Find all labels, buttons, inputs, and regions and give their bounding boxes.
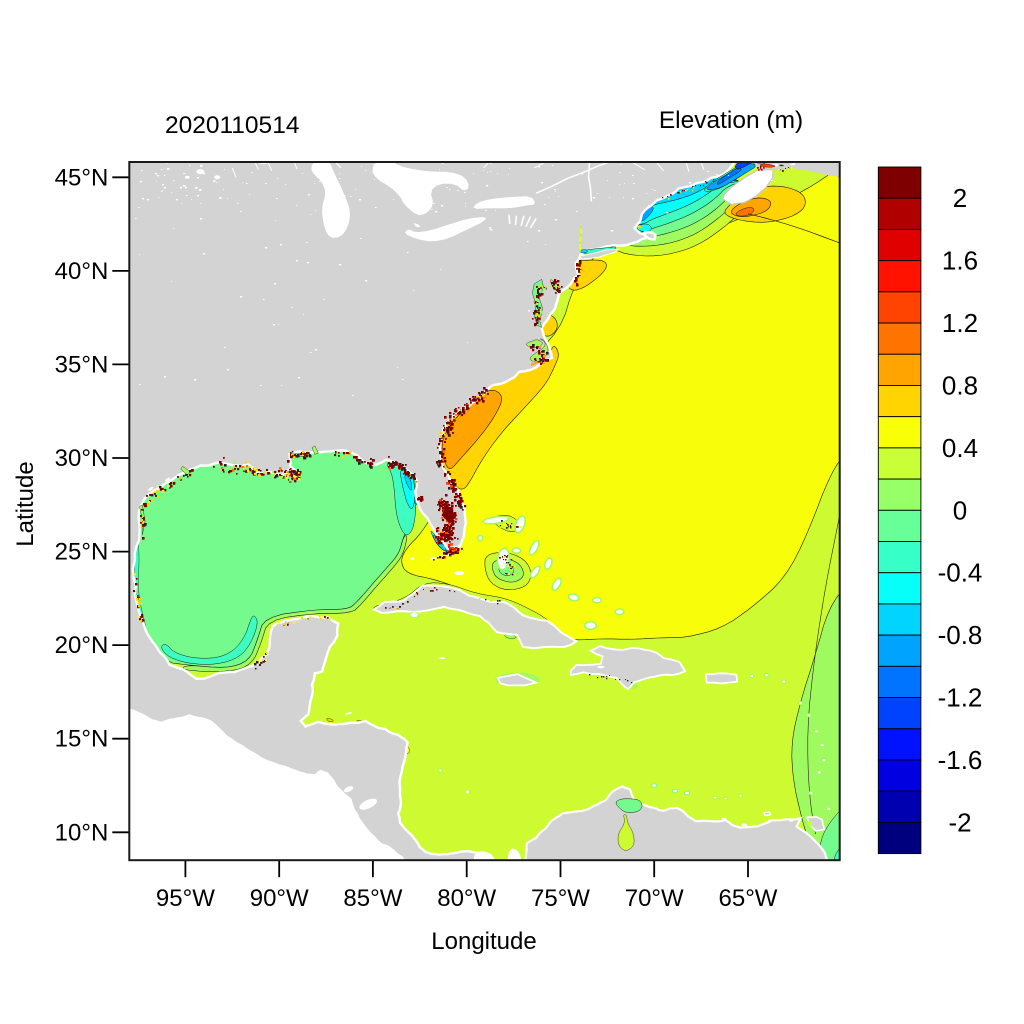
svg-text:-2: -2	[948, 807, 971, 837]
svg-text:Elevation (m): Elevation (m)	[659, 107, 803, 134]
svg-text:40°N: 40°N	[55, 258, 109, 285]
svg-text:-0.4: -0.4	[938, 558, 983, 588]
svg-text:Latitude: Latitude	[12, 461, 39, 546]
svg-text:85°W: 85°W	[343, 885, 402, 912]
svg-text:-0.8: -0.8	[938, 620, 983, 650]
svg-text:30°N: 30°N	[55, 445, 109, 472]
svg-text:90°W: 90°W	[250, 885, 309, 912]
svg-text:-1.2: -1.2	[938, 683, 983, 713]
svg-text:75°W: 75°W	[531, 885, 590, 912]
svg-text:1.2: 1.2	[942, 308, 978, 338]
svg-text:0.4: 0.4	[942, 433, 978, 463]
svg-text:95°W: 95°W	[156, 885, 215, 912]
svg-text:1.6: 1.6	[942, 246, 978, 276]
svg-text:Longitude: Longitude	[431, 928, 536, 955]
svg-text:45°N: 45°N	[55, 164, 109, 191]
svg-text:2020110514: 2020110514	[165, 112, 299, 139]
svg-text:25°N: 25°N	[55, 539, 109, 566]
svg-text:10°N: 10°N	[55, 819, 109, 846]
svg-text:35°N: 35°N	[55, 351, 109, 378]
svg-text:65°W: 65°W	[719, 885, 778, 912]
svg-text:20°N: 20°N	[55, 632, 109, 659]
svg-text:-1.6: -1.6	[938, 745, 983, 775]
svg-text:0: 0	[953, 495, 967, 525]
svg-text:80°W: 80°W	[437, 885, 496, 912]
svg-text:0.8: 0.8	[942, 371, 978, 401]
svg-text:2: 2	[953, 183, 967, 213]
svg-text:15°N: 15°N	[55, 726, 109, 753]
svg-text:70°W: 70°W	[625, 885, 684, 912]
